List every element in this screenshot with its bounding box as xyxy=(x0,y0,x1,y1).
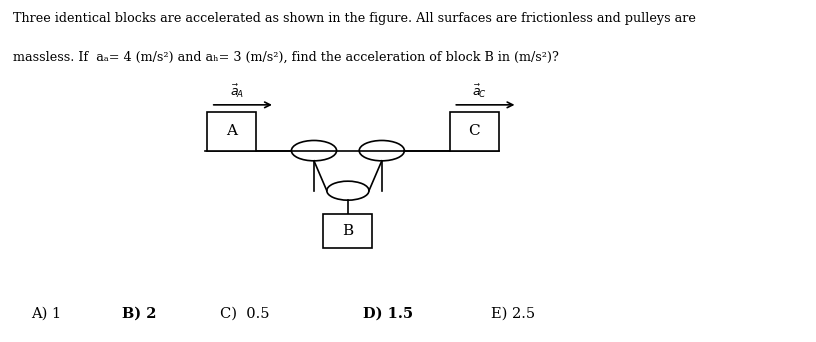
Text: massless. If  aₐ= 4 (m/s²) and aₕ= 3 (m/s²), find the acceleration of block B in: massless. If aₐ= 4 (m/s²) and aₕ= 3 (m/s… xyxy=(13,51,559,64)
Text: C: C xyxy=(468,124,480,138)
Text: D) 1.5: D) 1.5 xyxy=(363,306,413,320)
Bar xyxy=(323,214,372,248)
Text: B: B xyxy=(343,224,353,238)
Bar xyxy=(450,111,499,150)
Text: $\vec{a}_{\!A}$: $\vec{a}_{\!A}$ xyxy=(229,82,243,100)
Text: $\vec{a}_{\!C}$: $\vec{a}_{\!C}$ xyxy=(472,82,486,100)
Bar xyxy=(207,111,256,150)
Text: A: A xyxy=(226,124,237,138)
Text: E) 2.5: E) 2.5 xyxy=(491,306,535,320)
Text: Three identical blocks are accelerated as shown in the figure. All surfaces are : Three identical blocks are accelerated a… xyxy=(13,12,695,25)
Text: C)  0.5: C) 0.5 xyxy=(220,306,269,320)
Text: B) 2: B) 2 xyxy=(122,306,157,320)
Text: A) 1: A) 1 xyxy=(32,306,62,320)
